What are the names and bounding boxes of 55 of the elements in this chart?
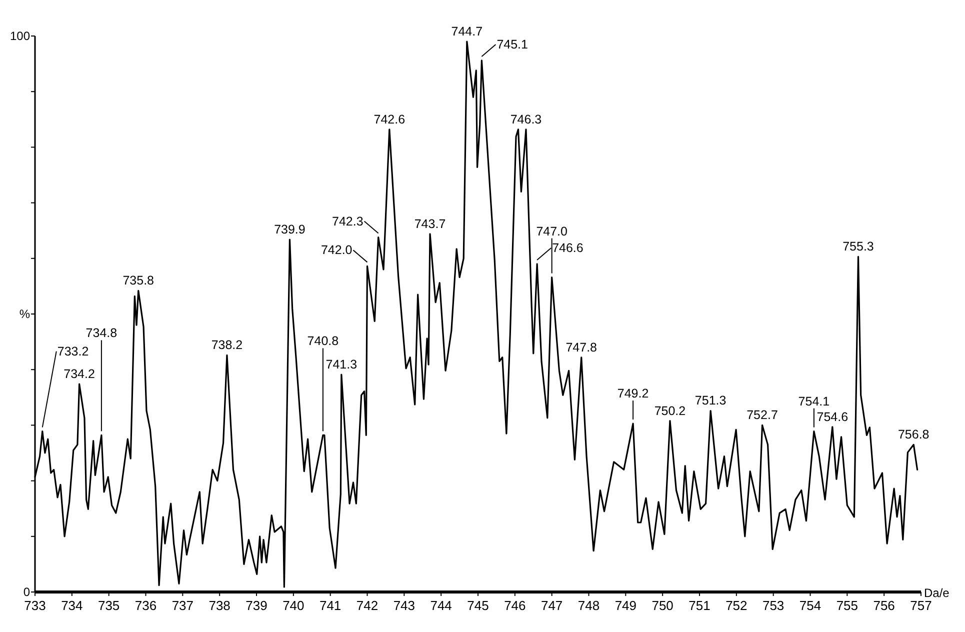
y-tick-label: 100 <box>10 29 30 44</box>
x-tick-label: 737 <box>172 598 194 613</box>
x-tick-label: 744 <box>430 598 452 613</box>
x-tick-label: 753 <box>762 598 784 613</box>
annotation: 745.1 <box>496 37 528 52</box>
x-tick-label: 757 <box>910 598 932 613</box>
annotation: 738.2 <box>211 338 243 352</box>
annotation: 733.2 <box>57 344 89 358</box>
annotation: 751.3 <box>694 394 726 408</box>
x-tick-label: 739 <box>246 598 268 613</box>
annotation: 742.3 <box>332 214 364 228</box>
annotation: 754.6 <box>816 410 848 424</box>
x-tick-label: 734 <box>61 598 83 613</box>
annotation: 739.9 <box>274 222 306 236</box>
annotation: 742.6 <box>374 112 406 126</box>
annotation: 747.0 <box>536 224 568 238</box>
x-tick-label: 735 <box>98 598 120 613</box>
x-tick-label: 755 <box>836 598 858 613</box>
x-tick-label: 746 <box>504 598 526 613</box>
x-tick-label: 747 <box>540 598 563 613</box>
annotation: 746.6 <box>552 240 584 255</box>
x-tick-label: 745 <box>467 598 489 613</box>
x-tick-label: 756 <box>873 598 895 613</box>
x-tick-label: 736 <box>134 598 157 613</box>
x-tick-label: 748 <box>578 598 600 613</box>
annotation: 734.2 <box>64 367 95 382</box>
x-tick-label: 742 <box>356 598 378 613</box>
annotation: 752.7 <box>746 408 778 422</box>
x-tick-label: 749 <box>614 598 637 613</box>
x-tick-label: 751 <box>688 598 710 613</box>
x-tick-label: 752 <box>726 598 748 613</box>
annotation: 735.8 <box>122 274 154 288</box>
x-tick-label: 754 <box>799 598 822 613</box>
annotation: 740.8 <box>307 334 339 348</box>
x-tick-label: 743 <box>393 598 416 613</box>
annotation: 750.2 <box>654 404 686 418</box>
x-axis-title: Da/e <box>924 586 950 600</box>
annotation: 746.3 <box>510 112 542 126</box>
x-tick-label: 740 <box>282 598 304 613</box>
y-axis-title: % <box>19 307 30 322</box>
annotation: 734.8 <box>86 326 118 340</box>
x-tick-label: 750 <box>652 598 674 613</box>
annotation: 755.3 <box>842 240 874 254</box>
annotation: 741.3 <box>326 358 358 372</box>
annotation: 742.0 <box>320 243 352 258</box>
annotation: 756.8 <box>898 428 930 442</box>
annotation: 744.7 <box>451 24 483 39</box>
y-tick-label: 0 <box>23 585 30 600</box>
x-tick-label: 733 <box>24 598 46 613</box>
x-tick-label: 741 <box>319 598 342 613</box>
annotation: 754.1 <box>798 394 830 408</box>
annotation: 747.8 <box>566 340 598 354</box>
annotation: 743.7 <box>414 216 446 231</box>
x-tick-label: 738 <box>208 598 230 613</box>
annotation: 749.2 <box>617 386 649 401</box>
